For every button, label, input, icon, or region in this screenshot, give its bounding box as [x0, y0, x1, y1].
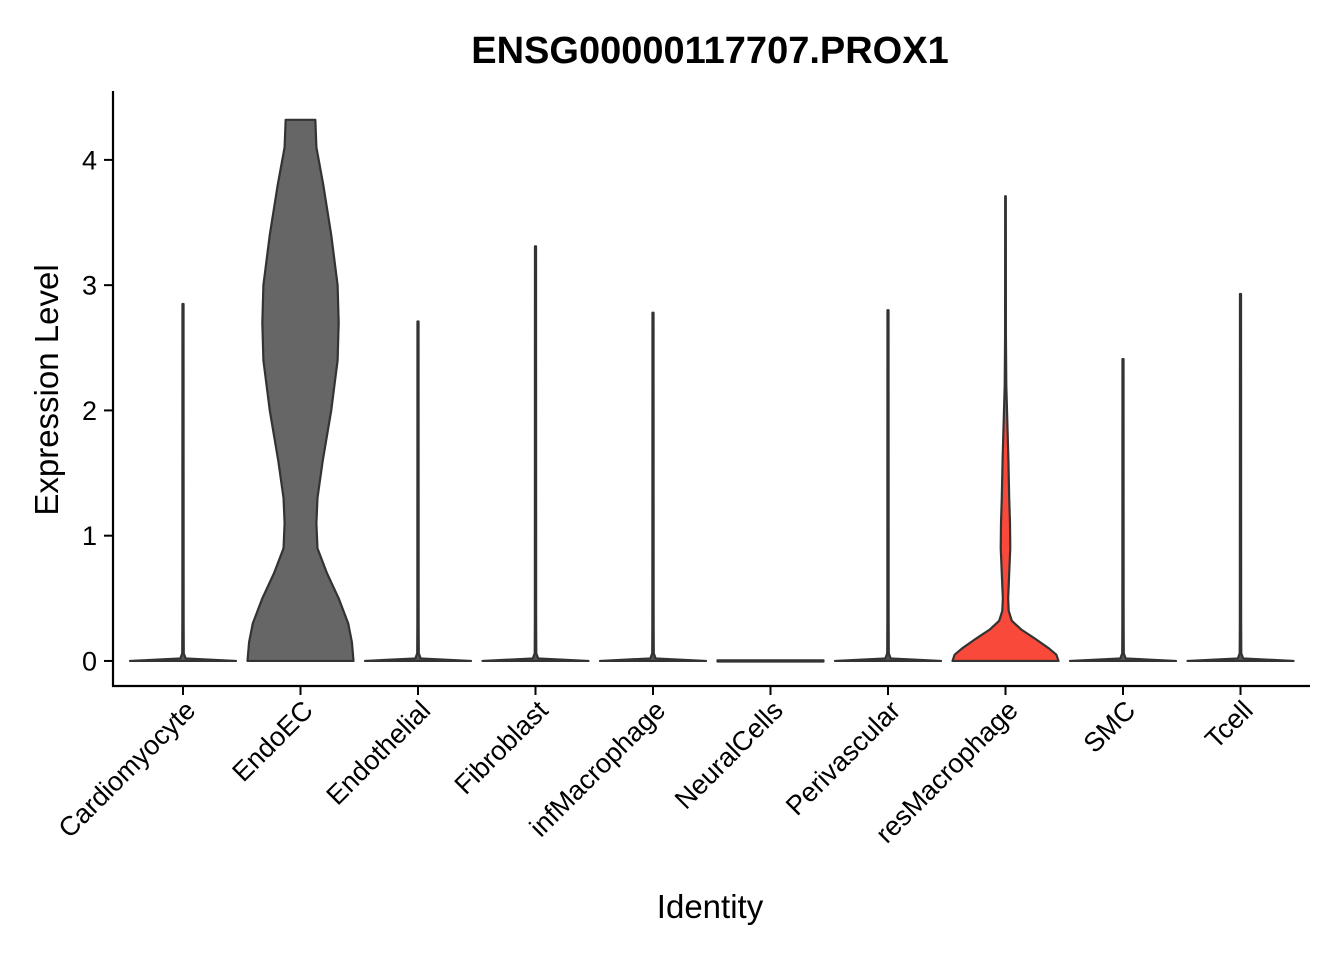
- violin-perivascular: [833, 309, 943, 663]
- x-tick-label: EndoEC: [226, 695, 318, 787]
- x-tick-label: Endothelial: [321, 695, 437, 811]
- x-axis-ticks: Cardiomyocyte EndoEC Endothelial Fibroblast…: [53, 686, 1259, 849]
- y-axis-title: Expression Level: [28, 264, 65, 515]
- chart-title: ENSG00000117707.PROX1: [471, 30, 948, 72]
- violin-endoec: [246, 118, 355, 663]
- x-tick-label: Fibroblast: [449, 695, 554, 800]
- violin-resmacrophage: [951, 195, 1060, 663]
- violin-layer: [128, 118, 1295, 663]
- violin-endothelial: [363, 320, 473, 663]
- y-tick-label: 0: [82, 646, 97, 676]
- violin-infmacrophage: [598, 311, 708, 663]
- x-axis-title: Identity: [657, 888, 764, 925]
- violin-neuralcells: [716, 659, 825, 663]
- x-tick-label: SMC: [1078, 695, 1142, 759]
- x-tick-label: NeuralCells: [669, 695, 789, 815]
- y-tick-label: 4: [82, 145, 97, 175]
- violin-cardiomyocyte: [128, 302, 238, 663]
- y-axis-ticks: 0 1 2 3 4: [82, 145, 113, 676]
- y-tick-label: 2: [82, 396, 97, 426]
- y-tick-label: 3: [82, 271, 97, 301]
- violin-smc: [1068, 357, 1178, 663]
- violin-fibroblast: [481, 245, 590, 663]
- x-tick-label: Tcell: [1199, 695, 1258, 754]
- y-tick-label: 1: [82, 521, 97, 551]
- x-tick-label: Cardiomyocyte: [53, 695, 202, 844]
- x-tick-label: Perivascular: [780, 695, 906, 821]
- violin-tcell: [1186, 292, 1295, 663]
